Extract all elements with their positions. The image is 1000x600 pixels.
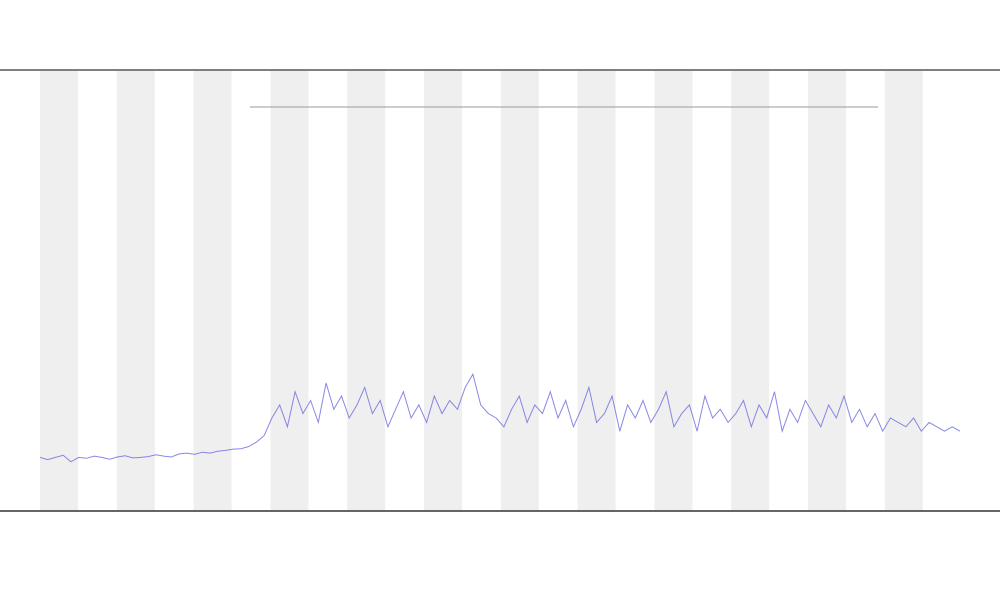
data-line (39, 372, 961, 463)
band (808, 71, 846, 511)
band (270, 71, 309, 511)
band (347, 71, 386, 511)
band (500, 71, 539, 511)
band (424, 71, 462, 511)
band (40, 71, 78, 511)
band (193, 71, 232, 511)
band (884, 71, 923, 511)
band (731, 71, 770, 511)
band (116, 71, 155, 511)
band (577, 71, 616, 511)
background-bands (40, 71, 923, 511)
band (654, 71, 693, 511)
